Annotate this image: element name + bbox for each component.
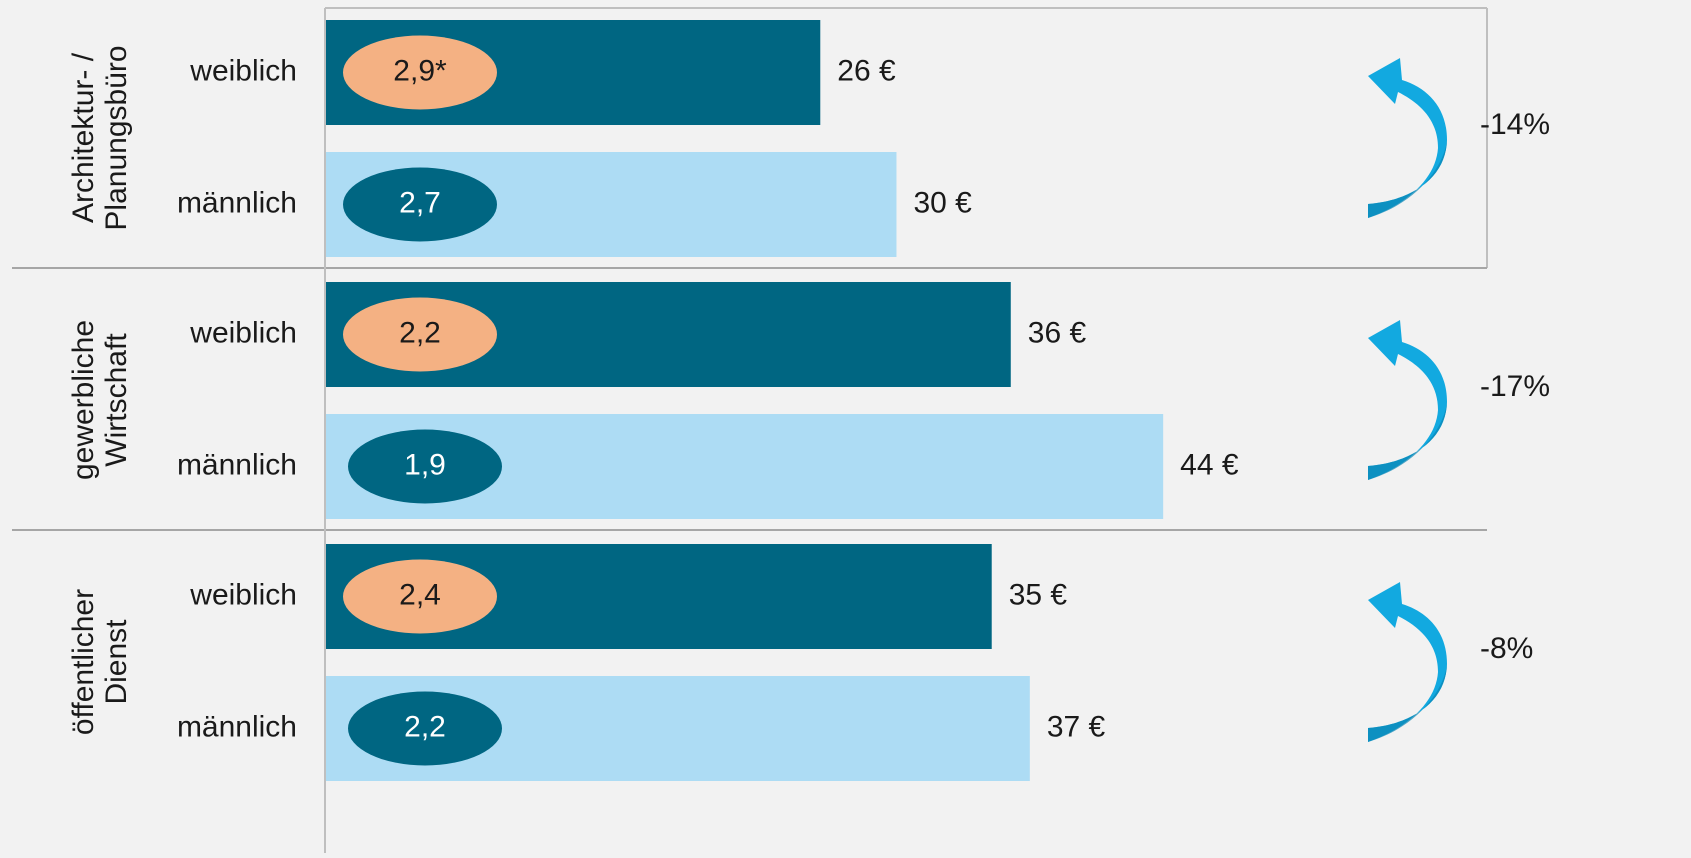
group-label: Planungsbüro	[100, 45, 133, 230]
row-label: weiblich	[189, 54, 297, 87]
badge-label: 1,9	[404, 448, 446, 481]
row-label: männlich	[177, 710, 297, 743]
arrow-shade	[1368, 402, 1447, 480]
value-label: 36 €	[1028, 316, 1087, 349]
badge	[348, 429, 502, 504]
value-label: 35 €	[1009, 578, 1068, 611]
difference-label: -17%	[1480, 370, 1550, 403]
badge-label: 2,4	[399, 578, 441, 611]
row-label: weiblich	[189, 578, 297, 611]
arrow-shade	[1368, 664, 1447, 742]
value-label: 37 €	[1047, 710, 1106, 743]
badge-label: 2,9*	[393, 54, 447, 87]
row-label: männlich	[177, 448, 297, 481]
group-label: Architektur- /	[67, 52, 100, 223]
badge-label: 2,2	[404, 710, 446, 743]
group-label: Dienst	[100, 619, 133, 705]
difference-label: -14%	[1480, 108, 1550, 141]
row-label: weiblich	[189, 316, 297, 349]
badge	[343, 167, 497, 242]
arrow-shade	[1368, 140, 1447, 218]
badge	[348, 691, 502, 766]
arrow	[1368, 320, 1447, 480]
badge	[343, 297, 497, 372]
group-label: Wirtschaft	[100, 333, 133, 467]
difference-label: -8%	[1480, 632, 1533, 665]
group-label: öffentlicher	[67, 589, 100, 735]
arrow	[1368, 582, 1447, 742]
arrow	[1368, 58, 1447, 218]
badge	[343, 559, 497, 634]
row-label: männlich	[177, 186, 297, 219]
value-label: 44 €	[1180, 448, 1239, 481]
value-label: 26 €	[837, 54, 896, 87]
group-label: gewerbliche	[67, 320, 100, 480]
value-label: 30 €	[913, 186, 972, 219]
badge-label: 2,2	[399, 316, 441, 349]
badge	[343, 35, 497, 110]
badge-label: 2,7	[399, 186, 441, 219]
